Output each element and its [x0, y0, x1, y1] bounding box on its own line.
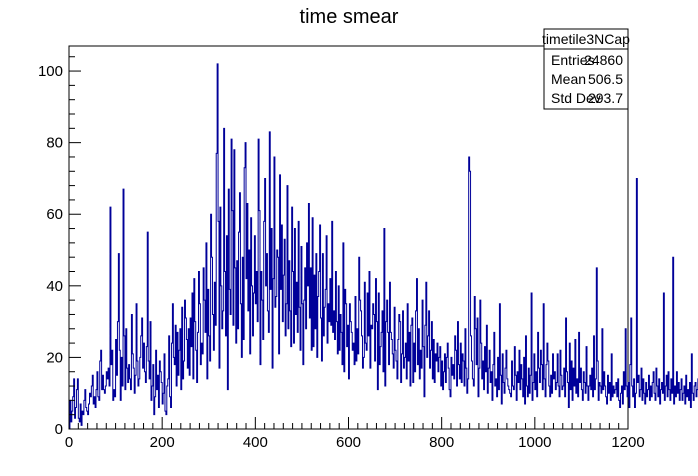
y-tick-label: 20	[46, 349, 63, 366]
y-tick-label: 60	[46, 206, 63, 223]
histogram-line	[69, 63, 698, 430]
x-tick-label: 1200	[611, 434, 644, 451]
stats-box-title: timetile3NCap	[542, 31, 630, 47]
stats-entries-value: 24860	[584, 52, 623, 68]
stats-entries-label: Entries	[551, 52, 595, 68]
y-tick-label: 40	[46, 278, 63, 295]
stats-mean-value: 506.5	[588, 71, 623, 87]
x-tick-label: 800	[429, 434, 454, 451]
stats-box-frame	[543, 28, 629, 110]
y-tick-label: 80	[46, 135, 63, 152]
chart-title: time smear	[300, 6, 399, 28]
x-tick-label: 200	[150, 434, 175, 451]
y-tick-label: 100	[38, 63, 63, 80]
stats-stddev-value: 293.7	[588, 90, 623, 106]
x-tick-label: 0	[65, 434, 73, 451]
y-tick-label: 0	[55, 421, 63, 438]
stats-mean-label: Mean	[551, 71, 586, 87]
stats-box: timetile3NCap Entries 24860 Mean 506.5 S…	[542, 28, 630, 110]
x-tick-label: 1000	[518, 434, 551, 451]
stats-stddev-label: Std Dev	[551, 90, 601, 106]
x-tick-label: 600	[336, 434, 361, 451]
x-tick-label: 400	[243, 434, 268, 451]
histogram-series	[69, 63, 698, 430]
axes: 0 200 400 600 800 1000 1200 0 20 40 60 80 100	[38, 56, 645, 451]
